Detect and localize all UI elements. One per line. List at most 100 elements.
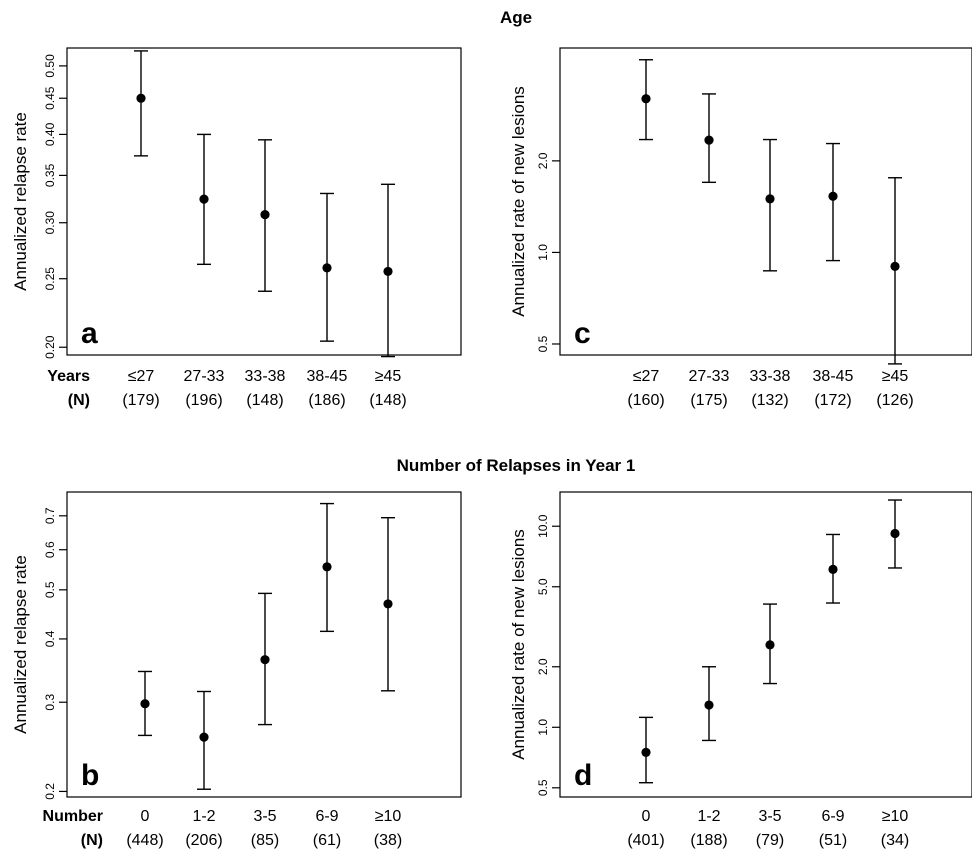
x-count-label: (188) [690, 832, 727, 849]
x-category-label: ≥10 [375, 808, 402, 825]
x-category-label: 27-33 [184, 368, 225, 385]
section-title-age: Age [500, 8, 532, 27]
x-row-label-n: (N) [81, 832, 103, 849]
x-count-label: (51) [819, 832, 847, 849]
panel-letter: c [574, 317, 591, 350]
x-row-label: Number [43, 808, 103, 825]
x-category-label: ≥45 [882, 368, 909, 385]
x-category-label: 3-5 [253, 808, 276, 825]
y-tick-label: 0.3 [43, 694, 57, 711]
x-row-label: Years [47, 368, 90, 385]
y-tick-label: 2.0 [536, 152, 550, 169]
y-tick-label: 0.25 [43, 267, 57, 291]
data-point [890, 261, 900, 271]
data-point [641, 747, 651, 757]
panel-letter: a [81, 317, 98, 350]
x-category-label: ≥45 [375, 368, 402, 385]
x-count-label: (186) [308, 392, 345, 409]
x-count-label: (132) [751, 392, 788, 409]
y-tick-label: 0.40 [43, 122, 57, 146]
x-count-label: (175) [690, 392, 727, 409]
data-point [136, 93, 146, 103]
chart-panel-c: 0.5 1.0 2.0 Annualized rate of new lesions c… [509, 47, 972, 409]
data-point [199, 732, 209, 742]
data-point [140, 699, 150, 709]
x-category-label: 0 [642, 808, 651, 825]
y-tick-label: 0.50 [43, 54, 57, 78]
section-title-relapses: Number of Relapses in Year 1 [397, 456, 636, 475]
y-tick-label: 0.45 [43, 86, 57, 110]
data-point [765, 640, 775, 650]
x-category-label: 33-38 [245, 368, 286, 385]
chart-panel-b: 0.2 0.3 0.4 0.5 0.6 0.7 Annualized relapse rat… [11, 491, 462, 849]
x-count-label: (401) [627, 832, 664, 849]
y-tick-label: 5.0 [536, 578, 550, 595]
x-count-label: (448) [126, 832, 163, 849]
chart-panel-a: 0.20 0.25 0.30 0.35 0.40 0.45 0.50 Annualized r… [11, 47, 462, 409]
data-point [704, 700, 714, 710]
x-count-label: (148) [246, 392, 283, 409]
y-tick-label: 0.5 [43, 581, 57, 598]
x-count-label: (126) [876, 392, 913, 409]
y-tick-label: 0.4 [43, 630, 57, 647]
data-point [765, 194, 775, 204]
x-count-label: (179) [122, 392, 159, 409]
data-point [383, 599, 393, 609]
data-point [828, 564, 838, 574]
y-axis-label: Annualized rate of new lesions [509, 529, 528, 760]
x-category-label: ≥10 [882, 808, 909, 825]
x-category-label: 38-45 [813, 368, 854, 385]
y-tick-label: 0.7 [43, 507, 57, 524]
x-category-label: ≤27 [633, 368, 660, 385]
x-category-label: 3-5 [758, 808, 781, 825]
y-tick-label: 0.2 [43, 783, 57, 800]
y-tick-label: 1.0 [536, 244, 550, 261]
x-category-label: 6-9 [821, 808, 844, 825]
x-category-label: 27-33 [689, 368, 730, 385]
x-count-label: (206) [185, 832, 222, 849]
x-count-label: (61) [313, 832, 341, 849]
x-row-label-n: (N) [68, 392, 90, 409]
data-point [890, 528, 900, 539]
y-tick-label: 1.0 [536, 719, 550, 736]
y-tick-label: 0.35 [43, 163, 57, 187]
y-tick-label: 10.0 [536, 514, 550, 538]
plot-frame [66, 47, 462, 356]
x-count-label: (85) [251, 832, 279, 849]
x-category-label: 33-38 [750, 368, 791, 385]
y-tick-label: 0.30 [43, 211, 57, 235]
x-category-label: 0 [141, 808, 150, 825]
x-count-label: (34) [881, 832, 909, 849]
y-tick-label: 0.5 [536, 335, 550, 352]
data-point [260, 210, 270, 220]
y-axis-label: Annualized relapse rate [11, 112, 30, 291]
panel-letter: b [81, 759, 99, 792]
plot-frame [559, 491, 972, 798]
data-point [828, 191, 838, 201]
y-tick-label: 2.0 [536, 658, 550, 675]
data-point [322, 562, 332, 572]
x-category-label: 1-2 [697, 808, 720, 825]
x-count-label: (160) [627, 392, 664, 409]
y-tick-label: 0.20 [43, 335, 57, 359]
y-tick-label: 0.6 [43, 541, 57, 558]
data-point [199, 194, 209, 204]
x-category-label: 38-45 [307, 368, 348, 385]
x-category-label: 1-2 [192, 808, 215, 825]
y-tick-label: 0.5 [536, 779, 550, 796]
data-point [260, 655, 270, 665]
x-category-label: 6-9 [315, 808, 338, 825]
x-count-label: (148) [369, 392, 406, 409]
y-axis-label: Annualized rate of new lesions [509, 86, 528, 317]
data-point [383, 266, 393, 277]
plot-frame [66, 491, 462, 798]
x-count-label: (196) [185, 392, 222, 409]
x-count-label: (79) [756, 832, 784, 849]
panel-letter: d [574, 759, 592, 792]
x-count-label: (38) [374, 832, 402, 849]
plot-frame [559, 47, 972, 356]
chart-panel-d: 0.5 1.0 2.0 5.0 10.0 Annualized rate of new l… [509, 491, 972, 849]
x-category-label: ≤27 [128, 368, 155, 385]
y-axis-label: Annualized relapse rate [11, 555, 30, 734]
